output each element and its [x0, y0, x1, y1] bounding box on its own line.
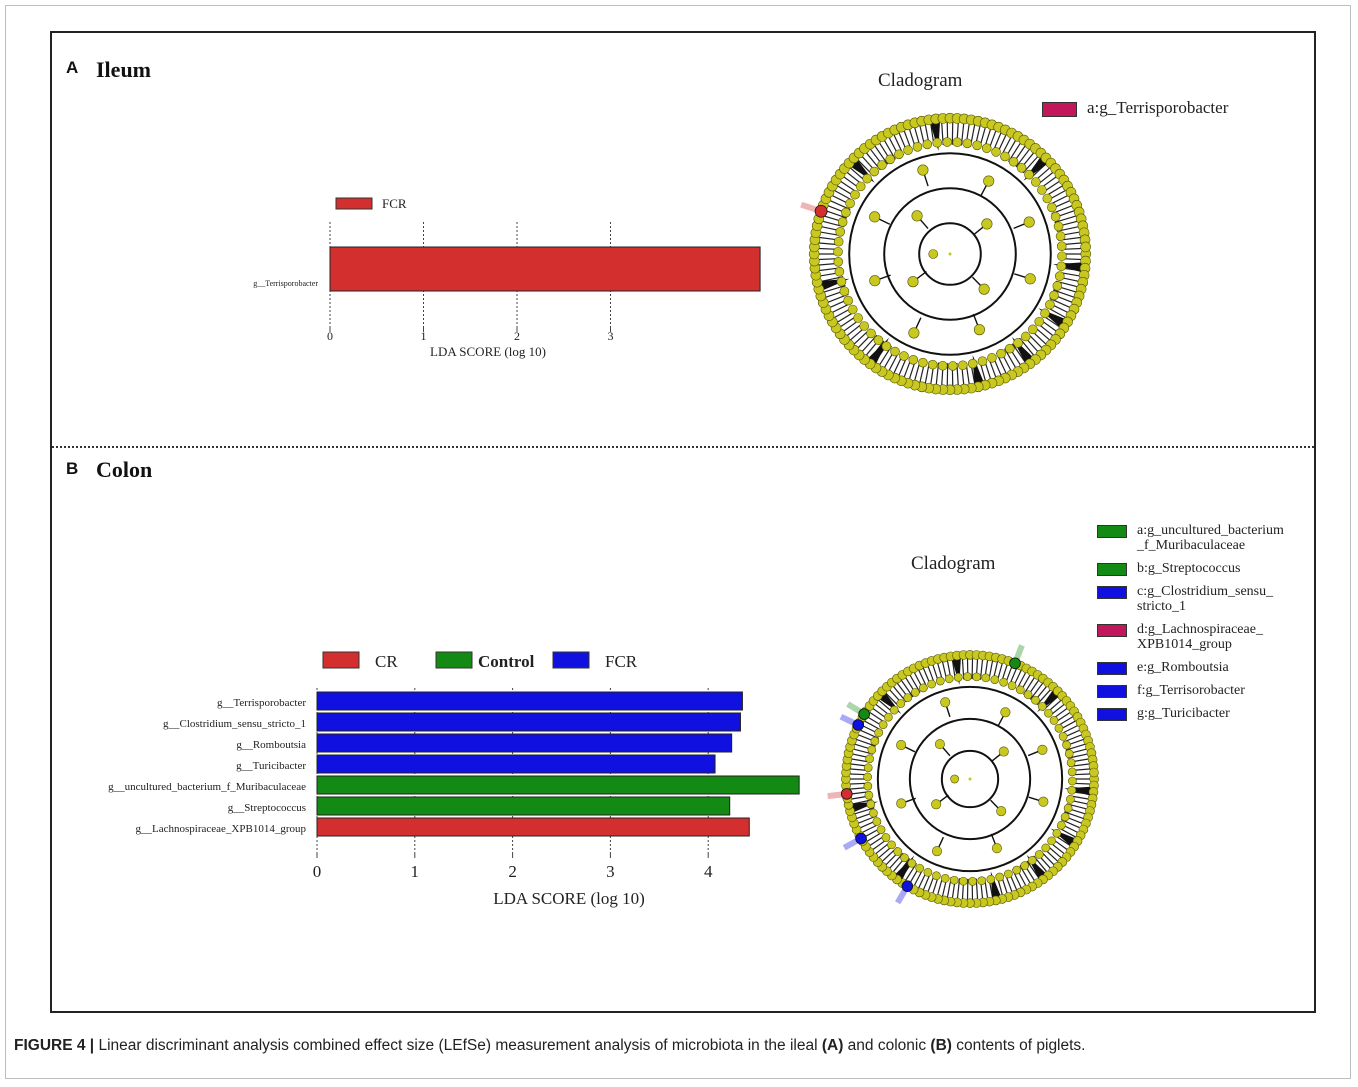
clade-node [896, 740, 905, 749]
clade-node [991, 676, 999, 684]
clade-node [931, 800, 940, 809]
clade-node [1016, 686, 1024, 694]
clade-node [864, 782, 872, 790]
clade-node [996, 873, 1004, 881]
clade-node [1059, 732, 1067, 740]
clade-node [884, 713, 892, 721]
caption-prefix: FIGURE 4 | [14, 1037, 94, 1054]
clade-node [1055, 724, 1063, 732]
clade-node [963, 673, 971, 681]
clade-node [916, 864, 924, 872]
clade-node [932, 872, 940, 880]
clade-node [1068, 786, 1076, 794]
clade-node [973, 673, 981, 681]
clade-highlight-node [1010, 658, 1021, 669]
clade-node [1050, 716, 1058, 724]
clade-node [924, 868, 932, 876]
clade-node [897, 700, 905, 708]
clade-node [1057, 821, 1065, 829]
clade-node [1068, 768, 1076, 776]
clade-center [969, 778, 972, 781]
clade-node [864, 773, 872, 781]
clade-node [894, 848, 902, 856]
clade-node [968, 877, 976, 885]
clade-node [904, 694, 912, 702]
caption-b: (B) [930, 1037, 952, 1054]
caption-part3: contents of piglets. [952, 1037, 1086, 1054]
clade-root-node [951, 775, 959, 783]
clade-node [1061, 813, 1069, 821]
clade-node [1001, 708, 1010, 717]
clade-node [1042, 844, 1050, 852]
clade-node [869, 809, 877, 817]
clade-node [871, 737, 879, 745]
clade-node [941, 874, 949, 882]
clade-node [950, 876, 958, 884]
clade-node [928, 680, 936, 688]
clade-highlight-node [902, 881, 913, 892]
clade-node [911, 688, 919, 696]
clade-node [908, 859, 916, 867]
clade-node [1038, 745, 1047, 754]
clade-node [936, 677, 944, 685]
clade-node [879, 721, 887, 729]
caption-part2: and colonic [843, 1037, 930, 1054]
clade-node [1035, 850, 1043, 858]
clade-node [901, 854, 909, 862]
clade-node [1067, 759, 1075, 767]
clade-node [888, 841, 896, 849]
clade-node [1066, 795, 1074, 803]
clade-node [919, 684, 927, 692]
clade-node [1064, 804, 1072, 812]
clade-highlight-node [859, 709, 870, 720]
figure-caption: FIGURE 4 | Linear discriminant analysis … [14, 1037, 1344, 1055]
clade-node [1063, 741, 1071, 749]
clade-highlight-node [841, 788, 852, 799]
clade-node [1031, 696, 1039, 704]
clade-node [935, 739, 944, 748]
clade-node [940, 698, 949, 707]
caption-a: (A) [822, 1037, 844, 1054]
clade-node [890, 706, 898, 714]
clade-node [1048, 837, 1056, 845]
clade-node [1021, 862, 1029, 870]
clade-highlight-node [856, 833, 867, 844]
clade-node [867, 800, 875, 808]
clade-node [932, 846, 941, 855]
clade-node [1044, 709, 1052, 717]
clade-node [1008, 682, 1016, 690]
clade-node [959, 877, 967, 885]
clade-node [999, 747, 1008, 756]
clade-node [882, 833, 890, 841]
clade-node [1053, 829, 1061, 837]
clade-node [866, 755, 874, 763]
clade-node [865, 791, 873, 799]
clade-node [987, 875, 995, 883]
clade-node [864, 764, 872, 772]
clade-node [945, 675, 953, 683]
clade-node [877, 826, 885, 834]
clade-node [1000, 678, 1008, 686]
clade-node [978, 877, 986, 885]
clade-node [1065, 750, 1073, 758]
clade-node [897, 799, 906, 808]
clade-node [1004, 870, 1012, 878]
caption-part1: Linear discriminant analysis combined ef… [94, 1037, 822, 1054]
clade-node [1013, 866, 1021, 874]
clade-node [1039, 797, 1048, 806]
clade-node [992, 843, 1001, 852]
clade-node [1089, 768, 1098, 777]
clade-node [954, 673, 962, 681]
clade-node [982, 674, 990, 682]
clade-node [875, 729, 883, 737]
clade-node [996, 806, 1005, 815]
clade-node [1038, 702, 1046, 710]
clade-node [873, 818, 881, 826]
clade-node [1028, 856, 1036, 864]
clade-node [1024, 691, 1032, 699]
clade-node [868, 746, 876, 754]
clade-node [1068, 777, 1076, 785]
clade-highlight-node [853, 720, 864, 731]
